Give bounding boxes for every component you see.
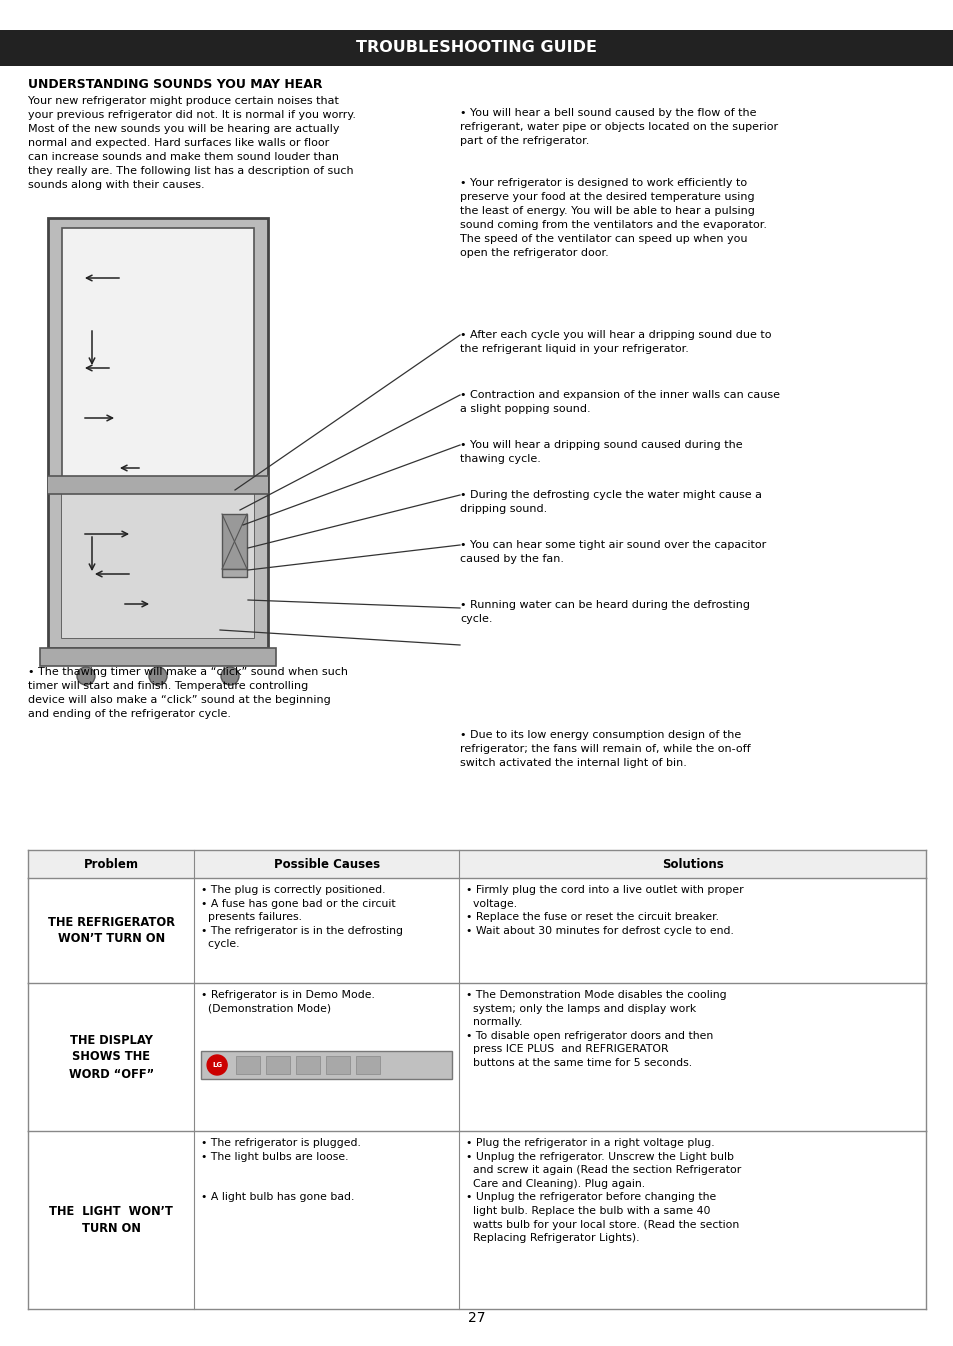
- Bar: [236, 1057, 260, 1074]
- Bar: [222, 514, 247, 569]
- Text: • Running water can be heard during the defrosting
cycle.: • Running water can be heard during the …: [459, 600, 749, 625]
- Bar: [28, 1131, 925, 1310]
- Text: LG: LG: [212, 1062, 222, 1067]
- Bar: [326, 1057, 350, 1074]
- Text: • Refrigerator is in Demo Mode.
  (Demonstration Mode): • Refrigerator is in Demo Mode. (Demonst…: [201, 991, 375, 1014]
- Text: • You will hear a bell sound caused by the flow of the
refrigerant, water pipe o: • You will hear a bell sound caused by t…: [459, 108, 778, 145]
- Bar: [40, 647, 275, 666]
- Text: • Plug the refrigerator in a right voltage plug.
• Unplug the refrigerator. Unsc: • Plug the refrigerator in a right volta…: [466, 1137, 740, 1244]
- Text: • After each cycle you will hear a dripping sound due to
the refrigerant liquid : • After each cycle you will hear a dripp…: [459, 330, 771, 354]
- Circle shape: [149, 668, 167, 685]
- Text: • Contraction and expansion of the inner walls can cause
a slight popping sound.: • Contraction and expansion of the inner…: [459, 390, 780, 415]
- Bar: [28, 983, 925, 1131]
- Text: • You will hear a dripping sound caused during the
thawing cycle.: • You will hear a dripping sound caused …: [459, 440, 741, 464]
- Bar: [48, 476, 268, 494]
- Text: THE REFRIGERATOR
WON’T TURN ON: THE REFRIGERATOR WON’T TURN ON: [48, 915, 174, 945]
- Text: • During the defrosting cycle the water might cause a
dripping sound.: • During the defrosting cycle the water …: [459, 490, 761, 514]
- Bar: [62, 227, 253, 638]
- Text: • You can hear some tight air sound over the capacitor
caused by the fan.: • You can hear some tight air sound over…: [459, 540, 765, 564]
- Bar: [48, 218, 268, 647]
- Text: • The Demonstration Mode disables the cooling
  system; only the lamps and displ: • The Demonstration Mode disables the co…: [466, 991, 726, 1067]
- Text: Problem: Problem: [84, 857, 138, 871]
- Bar: [0, 30, 953, 66]
- Circle shape: [221, 668, 239, 685]
- Bar: [28, 851, 925, 878]
- Text: • Your refrigerator is designed to work efficiently to
preserve your food at the: • Your refrigerator is designed to work …: [459, 178, 766, 258]
- Text: Solutions: Solutions: [661, 857, 722, 871]
- Text: Your new refrigerator might produce certain noises that
your previous refrigerat: Your new refrigerator might produce cert…: [28, 96, 355, 190]
- Bar: [222, 569, 247, 577]
- Text: THE  LIGHT  WON’T
TURN ON: THE LIGHT WON’T TURN ON: [49, 1205, 172, 1236]
- Bar: [355, 1057, 379, 1074]
- Circle shape: [207, 1055, 227, 1075]
- Text: • The thawing timer will make a “click” sound when such
timer will start and fin: • The thawing timer will make a “click” …: [28, 668, 348, 719]
- Text: THE DISPLAY
SHOWS THE
WORD “OFF”: THE DISPLAY SHOWS THE WORD “OFF”: [69, 1034, 153, 1081]
- Text: Possible Causes: Possible Causes: [274, 857, 379, 871]
- Text: TROUBLESHOOTING GUIDE: TROUBLESHOOTING GUIDE: [356, 40, 597, 55]
- Text: • The refrigerator is plugged.
• The light bulbs are loose.


• A light bulb has: • The refrigerator is plugged. • The lig…: [201, 1137, 360, 1202]
- Text: • The plug is correctly positioned.
• A fuse has gone bad or the circuit
  prese: • The plug is correctly positioned. • A …: [201, 886, 403, 949]
- Bar: [201, 1051, 452, 1079]
- Bar: [28, 878, 925, 983]
- Text: • Firmly plug the cord into a live outlet with proper
  voltage.
• Replace the f: • Firmly plug the cord into a live outle…: [466, 886, 743, 935]
- Text: • Due to its low energy consumption design of the
refrigerator; the fans will re: • Due to its low energy consumption desi…: [459, 730, 750, 769]
- Circle shape: [77, 668, 95, 685]
- Bar: [266, 1057, 290, 1074]
- Text: 27: 27: [468, 1311, 485, 1324]
- Text: UNDERSTANDING SOUNDS YOU MAY HEAR: UNDERSTANDING SOUNDS YOU MAY HEAR: [28, 78, 322, 92]
- Bar: [295, 1057, 320, 1074]
- Bar: [62, 476, 253, 638]
